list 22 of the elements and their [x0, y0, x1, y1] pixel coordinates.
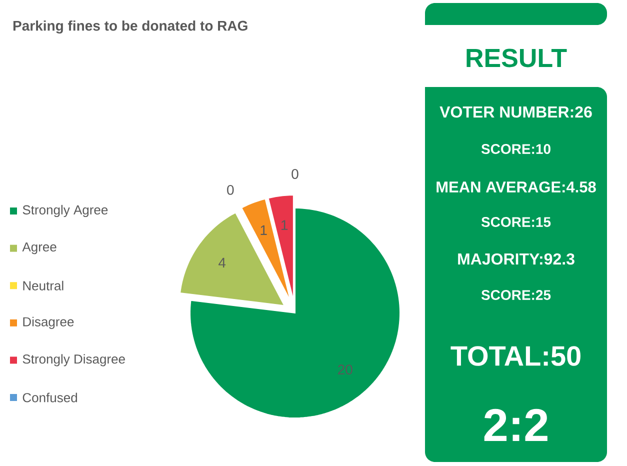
text: 0 — [227, 184, 234, 195]
text: MAJORITY:92.3 — [458, 253, 574, 265]
text: 2:2 — [484, 408, 548, 442]
chart-title: Parking fines to be donated to RAG — [13, 20, 248, 34]
text: MEAN AVERAGE:4.58 — [436, 182, 596, 192]
text: SCORE:25 — [481, 290, 551, 300]
legend-label: Confused — [22, 392, 77, 402]
text: SCORE:10 — [481, 144, 550, 154]
data-label: 1 — [281, 220, 288, 230]
legend-label: Strongly Disagree — [22, 354, 125, 366]
text: 0 — [292, 169, 298, 179]
legend-label: Agree — [22, 242, 56, 254]
legend-label: Neutral — [23, 280, 64, 290]
text: VOTER NUMBER:26 — [440, 106, 592, 118]
text: RESULT — [466, 48, 567, 68]
data-label: 1 — [260, 225, 267, 235]
data-label: 20 — [338, 364, 352, 375]
text: SCORE:15 — [481, 217, 551, 227]
text: TOTAL:50 — [450, 346, 580, 366]
legend-label: Strongly Agree — [22, 204, 108, 218]
legend-label: Disagree — [23, 316, 74, 329]
data-label: 4 — [218, 258, 226, 268]
